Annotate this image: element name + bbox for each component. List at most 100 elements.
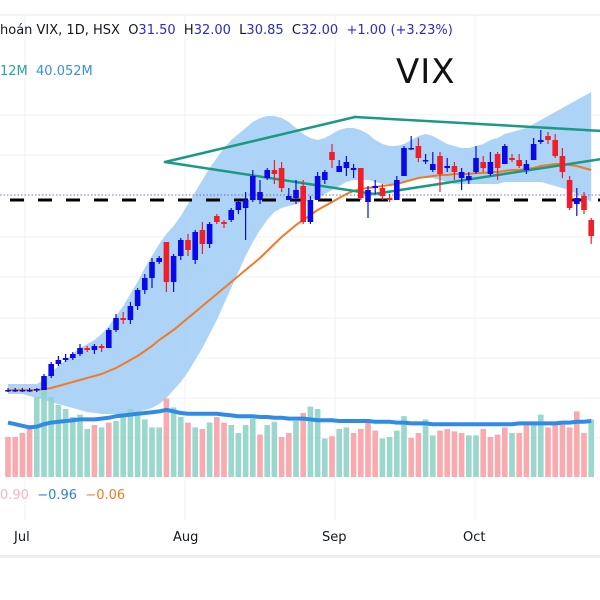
candle-body [538,140,544,142]
volume-bar [502,427,508,477]
candle-body [113,318,119,330]
candle-body [142,278,148,290]
candle-body [170,256,177,282]
volume-bar [199,429,206,477]
volume-bar [77,414,83,477]
pattern-trendline [163,115,357,164]
change-value: +1.00 (+3.23%) [346,23,453,38]
candle-body [379,188,386,196]
volume-bar [84,429,90,477]
candle-body [350,168,357,170]
candle-body [286,196,292,200]
volume-bar [149,427,155,477]
candle-body [307,200,314,222]
candle-body [62,358,69,360]
volume-bar [523,425,530,477]
candlestick-series [5,130,594,392]
candle-body [437,156,443,174]
candle-body [314,176,321,200]
candle-body [336,166,342,172]
candle-body [19,390,26,392]
candle-body [358,168,364,198]
volume-bar [34,397,40,477]
bollinger-band-fill [8,92,592,414]
candle-body [120,318,126,320]
candle-body [156,258,162,262]
candle-body [257,192,263,200]
volume-bar [322,438,328,477]
candle-body [451,166,458,172]
high-label: H [183,23,194,38]
candle-body [278,168,285,188]
volume-bar [134,413,141,477]
volume-bar [142,419,148,477]
candle-body [559,156,566,172]
volume-bar [98,427,105,477]
volume-bar [408,437,414,477]
candle-body [386,198,393,200]
volume-bar [307,406,314,477]
candle-body [271,170,278,174]
candle-body [502,146,508,164]
candle-body [134,290,141,306]
volume-bar [516,433,522,477]
open-value: 31.50 [138,23,176,38]
volume-bar [91,425,98,477]
candle-body [98,346,105,348]
volume-bar [300,413,306,477]
candle-body [55,360,62,364]
volume-bar [113,421,119,477]
volume-bar [566,427,573,477]
candle-body [34,389,40,391]
volume-bar [480,429,486,477]
volume-bar [401,416,407,477]
volume-bar [127,409,134,477]
oscillator-value-3: −0.06 [85,488,126,503]
volume-bar [430,435,436,477]
time-axis-separator [0,555,600,558]
volume-bar [329,436,335,477]
volume-bar [466,435,472,477]
candle-body [574,198,580,204]
oscillator-value-1: 0.90 [0,488,29,503]
volume-bar [588,419,594,477]
volume-bar [120,414,126,477]
candle-body [372,186,378,188]
candle-body [588,220,594,236]
candle-body [199,230,206,244]
candle-body [581,196,587,210]
candle-body [300,186,306,222]
volume-bar [415,433,422,477]
candle-body [178,240,184,256]
candle-body [235,202,242,210]
candle-body [12,390,18,392]
volume-bar [214,417,220,477]
volume-bar [473,435,479,477]
volume-bar [5,437,11,477]
volume-bar [19,433,26,477]
volume-bar [509,433,515,477]
candle-body [185,240,191,250]
candle-body [516,160,522,166]
volume-bar [264,425,270,477]
candle-body [394,180,400,200]
close-label: C [291,23,301,38]
x-tick-label: Oct [463,530,486,545]
candle-body [228,210,234,220]
moving-average-line [8,163,592,391]
volume-bar [271,421,278,477]
candle-body [250,176,256,200]
candle-body [84,348,90,350]
volume-bar [487,437,494,477]
volume-bar [55,405,62,477]
candle-body [523,164,530,170]
candle-body [26,390,33,392]
candle-body [401,148,407,176]
volume-bar [494,434,501,477]
candle-body [214,216,220,222]
candle-body [106,330,112,348]
candle-body [487,162,494,174]
candle-body [509,158,515,160]
candle-body [149,262,155,278]
